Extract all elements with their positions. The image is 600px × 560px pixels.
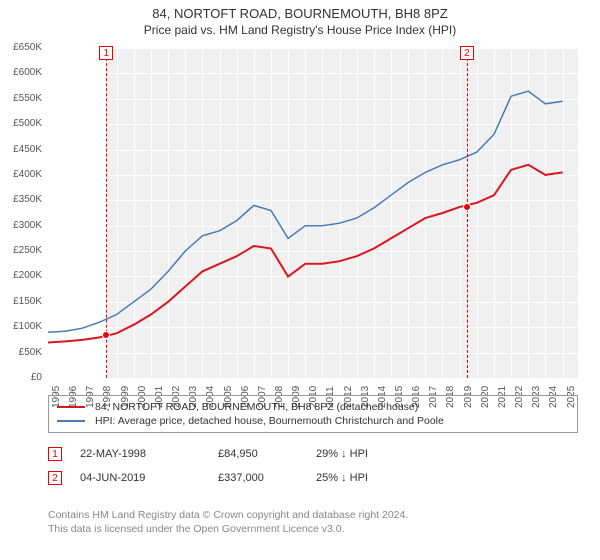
legend-label: 84, NORTOFT ROAD, BOURNEMOUTH, BH8 8PZ (… (95, 401, 418, 413)
legend-swatch (57, 420, 85, 422)
chart-container: 84, NORTOFT ROAD, BOURNEMOUTH, BH8 8PZ P… (0, 0, 600, 560)
y-axis-label: £0 (0, 372, 42, 383)
y-axis-label: £200K (0, 270, 42, 281)
footnote-row: 2 04-JUN-2019 £337,000 25% ↓ HPI (48, 466, 578, 490)
chart-point-marker (463, 203, 471, 211)
footnote-price: £337,000 (218, 472, 298, 484)
y-axis-label: £550K (0, 93, 42, 104)
y-axis-label: £300K (0, 220, 42, 231)
y-axis-label: £150K (0, 296, 42, 307)
footnote-pct: 25% ↓ HPI (316, 472, 416, 484)
chart-lines (48, 48, 578, 378)
y-axis-label: £400K (0, 169, 42, 180)
y-axis-label: £100K (0, 321, 42, 332)
legend-label: HPI: Average price, detached house, Bour… (95, 415, 444, 427)
legend-row: HPI: Average price, detached house, Bour… (57, 414, 569, 428)
footnote-date: 22-MAY-1998 (80, 448, 200, 460)
legend-row: 84, NORTOFT ROAD, BOURNEMOUTH, BH8 8PZ (… (57, 400, 569, 414)
chart-point-marker (102, 331, 110, 339)
y-axis-label: £250K (0, 245, 42, 256)
legend: 84, NORTOFT ROAD, BOURNEMOUTH, BH8 8PZ (… (48, 395, 578, 433)
y-axis-label: £50K (0, 347, 42, 358)
title-block: 84, NORTOFT ROAD, BOURNEMOUTH, BH8 8PZ P… (0, 0, 600, 39)
y-axis-label: £450K (0, 144, 42, 155)
y-axis-label: £350K (0, 194, 42, 205)
footnote-date: 04-JUN-2019 (80, 472, 200, 484)
title-address: 84, NORTOFT ROAD, BOURNEMOUTH, BH8 8PZ (0, 6, 600, 21)
footnote-marker-box: 1 (48, 447, 62, 461)
license-text: Contains HM Land Registry data © Crown c… (48, 508, 578, 536)
footnote-price: £84,950 (218, 448, 298, 460)
legend-swatch (57, 406, 85, 408)
footnote-row: 1 22-MAY-1998 £84,950 29% ↓ HPI (48, 442, 578, 466)
footnotes: 1 22-MAY-1998 £84,950 29% ↓ HPI 2 04-JUN… (48, 442, 578, 490)
y-axis-label: £650K (0, 42, 42, 53)
chart-marker-box: 1 (99, 46, 113, 60)
y-axis-label: £600K (0, 67, 42, 78)
y-axis-label: £500K (0, 118, 42, 129)
chart-marker-box: 2 (460, 46, 474, 60)
footnote-pct: 29% ↓ HPI (316, 448, 416, 460)
title-subtitle: Price paid vs. HM Land Registry's House … (0, 23, 600, 37)
footnote-marker-box: 2 (48, 471, 62, 485)
